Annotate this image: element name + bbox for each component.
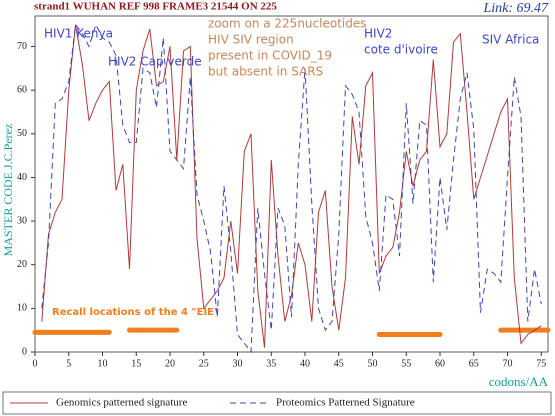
annotation: zoom on a 225nucleotides	[208, 17, 366, 31]
x-tick-label: 35	[266, 358, 276, 369]
x-tick-label: 45	[334, 358, 344, 369]
y-tick-label: 20	[17, 259, 27, 270]
y-tick-label: 60	[17, 84, 27, 95]
annotation: present in COVID_19	[208, 49, 332, 63]
legend-label: Genomics patterned signature	[56, 397, 187, 409]
x-tick-label: 25	[199, 358, 209, 369]
series-line	[41, 24, 542, 348]
annotation: HIV2 Cap verde	[108, 55, 202, 69]
x-tick-label: 55	[401, 358, 411, 369]
x-tick-label: 20	[165, 358, 175, 369]
x-tick-label: 50	[368, 358, 378, 369]
chart-title: strand1 WUHAN REF 998 FRAME3 21544 ON 22…	[34, 1, 277, 13]
legend-box	[2, 391, 552, 415]
x-tick-label: 65	[469, 358, 479, 369]
y-tick-label: 70	[17, 41, 27, 52]
y-axis-label: MASTER CODE J.C.Perez	[1, 124, 15, 257]
annotation: HIV SIV region	[208, 33, 294, 47]
series-line	[41, 23, 542, 354]
x-axis-label: codons/AA	[489, 374, 549, 389]
annotation: cote d'ivoire	[364, 43, 438, 57]
annotation: SIV Africa	[482, 33, 539, 47]
y-tick-label: 0	[22, 346, 27, 357]
x-tick-label: 0	[33, 358, 38, 369]
plot-frame	[34, 15, 549, 353]
annotation: but absent in SARS	[208, 65, 323, 79]
x-tick-label: 10	[98, 358, 108, 369]
annotation: HIV1 Kenya	[44, 27, 113, 41]
x-tick-label: 15	[131, 358, 141, 369]
x-tick-label: 5	[66, 358, 71, 369]
y-tick-label: 30	[17, 215, 27, 226]
y-tick-label: 10	[17, 303, 27, 314]
link-label: Link: 69.47	[482, 1, 549, 16]
x-tick-label: 70	[503, 358, 513, 369]
eie-label: Recall locations of the 4 "EIE"	[52, 307, 219, 318]
y-tick-label: 40	[17, 172, 27, 183]
annotation: HIV2	[364, 27, 392, 41]
legend-label: Proteomics Patterned Signature	[276, 397, 415, 409]
x-tick-label: 40	[300, 358, 310, 369]
x-tick-label: 75	[536, 358, 546, 369]
y-tick-label: 50	[17, 128, 27, 139]
x-tick-label: 30	[233, 358, 243, 369]
x-tick-label: 60	[435, 358, 445, 369]
